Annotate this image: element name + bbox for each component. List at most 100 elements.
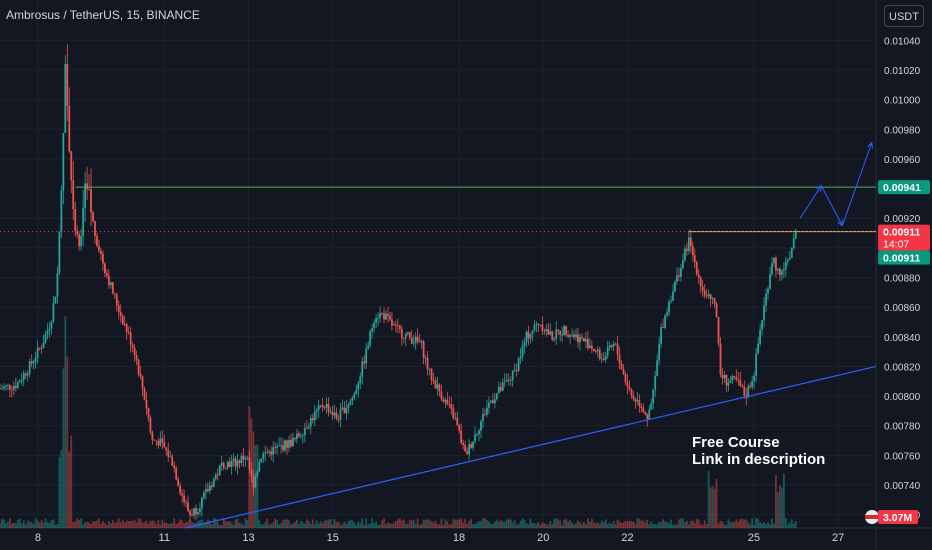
volume-bar — [662, 519, 665, 528]
candle-body — [759, 329, 761, 344]
volume-bar — [387, 522, 389, 528]
volume-bar — [759, 522, 761, 528]
volume-bar — [204, 522, 207, 528]
volume-bar — [761, 523, 763, 528]
candle-body — [256, 471, 259, 477]
candle-body — [14, 385, 17, 388]
volume-bar — [466, 523, 469, 528]
currency-button[interactable]: USDT — [884, 5, 924, 27]
volume-bar — [8, 518, 11, 528]
volume-bar — [232, 524, 235, 528]
volume-bar — [20, 523, 23, 528]
volume-bar — [454, 519, 457, 528]
volume-bar — [476, 522, 478, 528]
volume-bar — [515, 524, 518, 528]
candle-body — [230, 460, 233, 468]
y-tick-label: 0.01040 — [884, 36, 921, 47]
candle-body — [470, 444, 473, 448]
candle-body — [26, 373, 29, 376]
candle-body — [337, 418, 340, 420]
candle-body — [604, 355, 607, 360]
candle-body — [519, 356, 522, 359]
candle-body — [715, 303, 718, 317]
candle-body — [678, 275, 680, 277]
volume-bar — [784, 518, 787, 528]
volume-bar — [418, 524, 421, 528]
volume-bar — [331, 524, 334, 528]
volume-bar — [107, 521, 110, 528]
candle-body — [531, 330, 534, 335]
candle-body — [640, 406, 643, 408]
symbol-title[interactable]: Ambrosus / TetherUS, 15, BINANCE — [6, 8, 200, 22]
candle-body — [594, 351, 597, 352]
volume-bar — [616, 519, 619, 528]
candle-body — [458, 425, 461, 431]
candle-body — [361, 361, 364, 377]
volume-bar — [567, 521, 569, 528]
volume-bar — [769, 524, 771, 528]
candle-body — [28, 361, 31, 374]
candle-body — [743, 386, 746, 396]
candle-body — [195, 508, 197, 515]
candle-body — [624, 374, 627, 383]
candle-body — [391, 319, 393, 326]
candle-body — [201, 497, 203, 509]
x-tick-label: 25 — [748, 532, 760, 544]
candle-body — [571, 334, 573, 336]
volume-bar — [163, 522, 166, 528]
volume-bar — [319, 520, 322, 528]
support-trendline — [185, 365, 877, 529]
volume-bar — [288, 520, 290, 528]
volume-bar — [98, 518, 100, 528]
volume-bar — [652, 524, 655, 528]
volume-bar — [58, 457, 61, 528]
volume-bar — [357, 521, 360, 528]
volume-bar — [323, 520, 326, 528]
candle-body — [590, 345, 593, 349]
candle-body — [36, 347, 39, 359]
candle-body — [555, 329, 558, 339]
volume-bar — [264, 522, 267, 528]
volume-bar — [484, 518, 486, 528]
volume-bar — [385, 524, 387, 528]
candle-body — [755, 353, 758, 376]
volume-bar — [640, 520, 643, 528]
candle-body — [30, 361, 33, 364]
candle-body — [226, 461, 229, 468]
candle-body — [654, 375, 657, 390]
candle-body — [193, 508, 195, 516]
volume-bar — [569, 520, 571, 528]
volume-bar — [353, 522, 356, 528]
volume-bar — [40, 519, 43, 528]
time-axis[interactable]: 8 11 13 15 18 20 22 25 27 — [35, 532, 844, 544]
volume-bar — [547, 524, 550, 528]
volume-bar — [693, 523, 696, 528]
volume-bar — [701, 524, 704, 528]
candle-body — [602, 358, 605, 360]
volume-bar — [577, 520, 579, 528]
candle-body — [585, 339, 587, 342]
y-tick-label: 0.00980 — [884, 125, 921, 136]
volume-bar — [228, 521, 231, 528]
volume-bar — [715, 478, 718, 528]
volume-bar — [503, 521, 506, 528]
volume-bar — [137, 518, 140, 528]
candle-body — [454, 417, 457, 419]
candle-body — [695, 261, 698, 275]
volume-bar — [563, 519, 566, 528]
candle-body — [202, 492, 205, 498]
annotation-line-2: Link in description — [692, 451, 826, 468]
candle-body — [18, 381, 21, 383]
candle-body — [264, 452, 267, 454]
candle-body — [634, 398, 637, 402]
volume-bar — [707, 470, 710, 528]
volume-bar — [135, 522, 138, 528]
candle-body — [159, 438, 162, 446]
candle-body — [414, 336, 417, 343]
candle-body — [286, 440, 288, 448]
candle-body — [78, 234, 81, 247]
volume-bar — [664, 521, 666, 528]
volume-bar — [422, 519, 425, 528]
